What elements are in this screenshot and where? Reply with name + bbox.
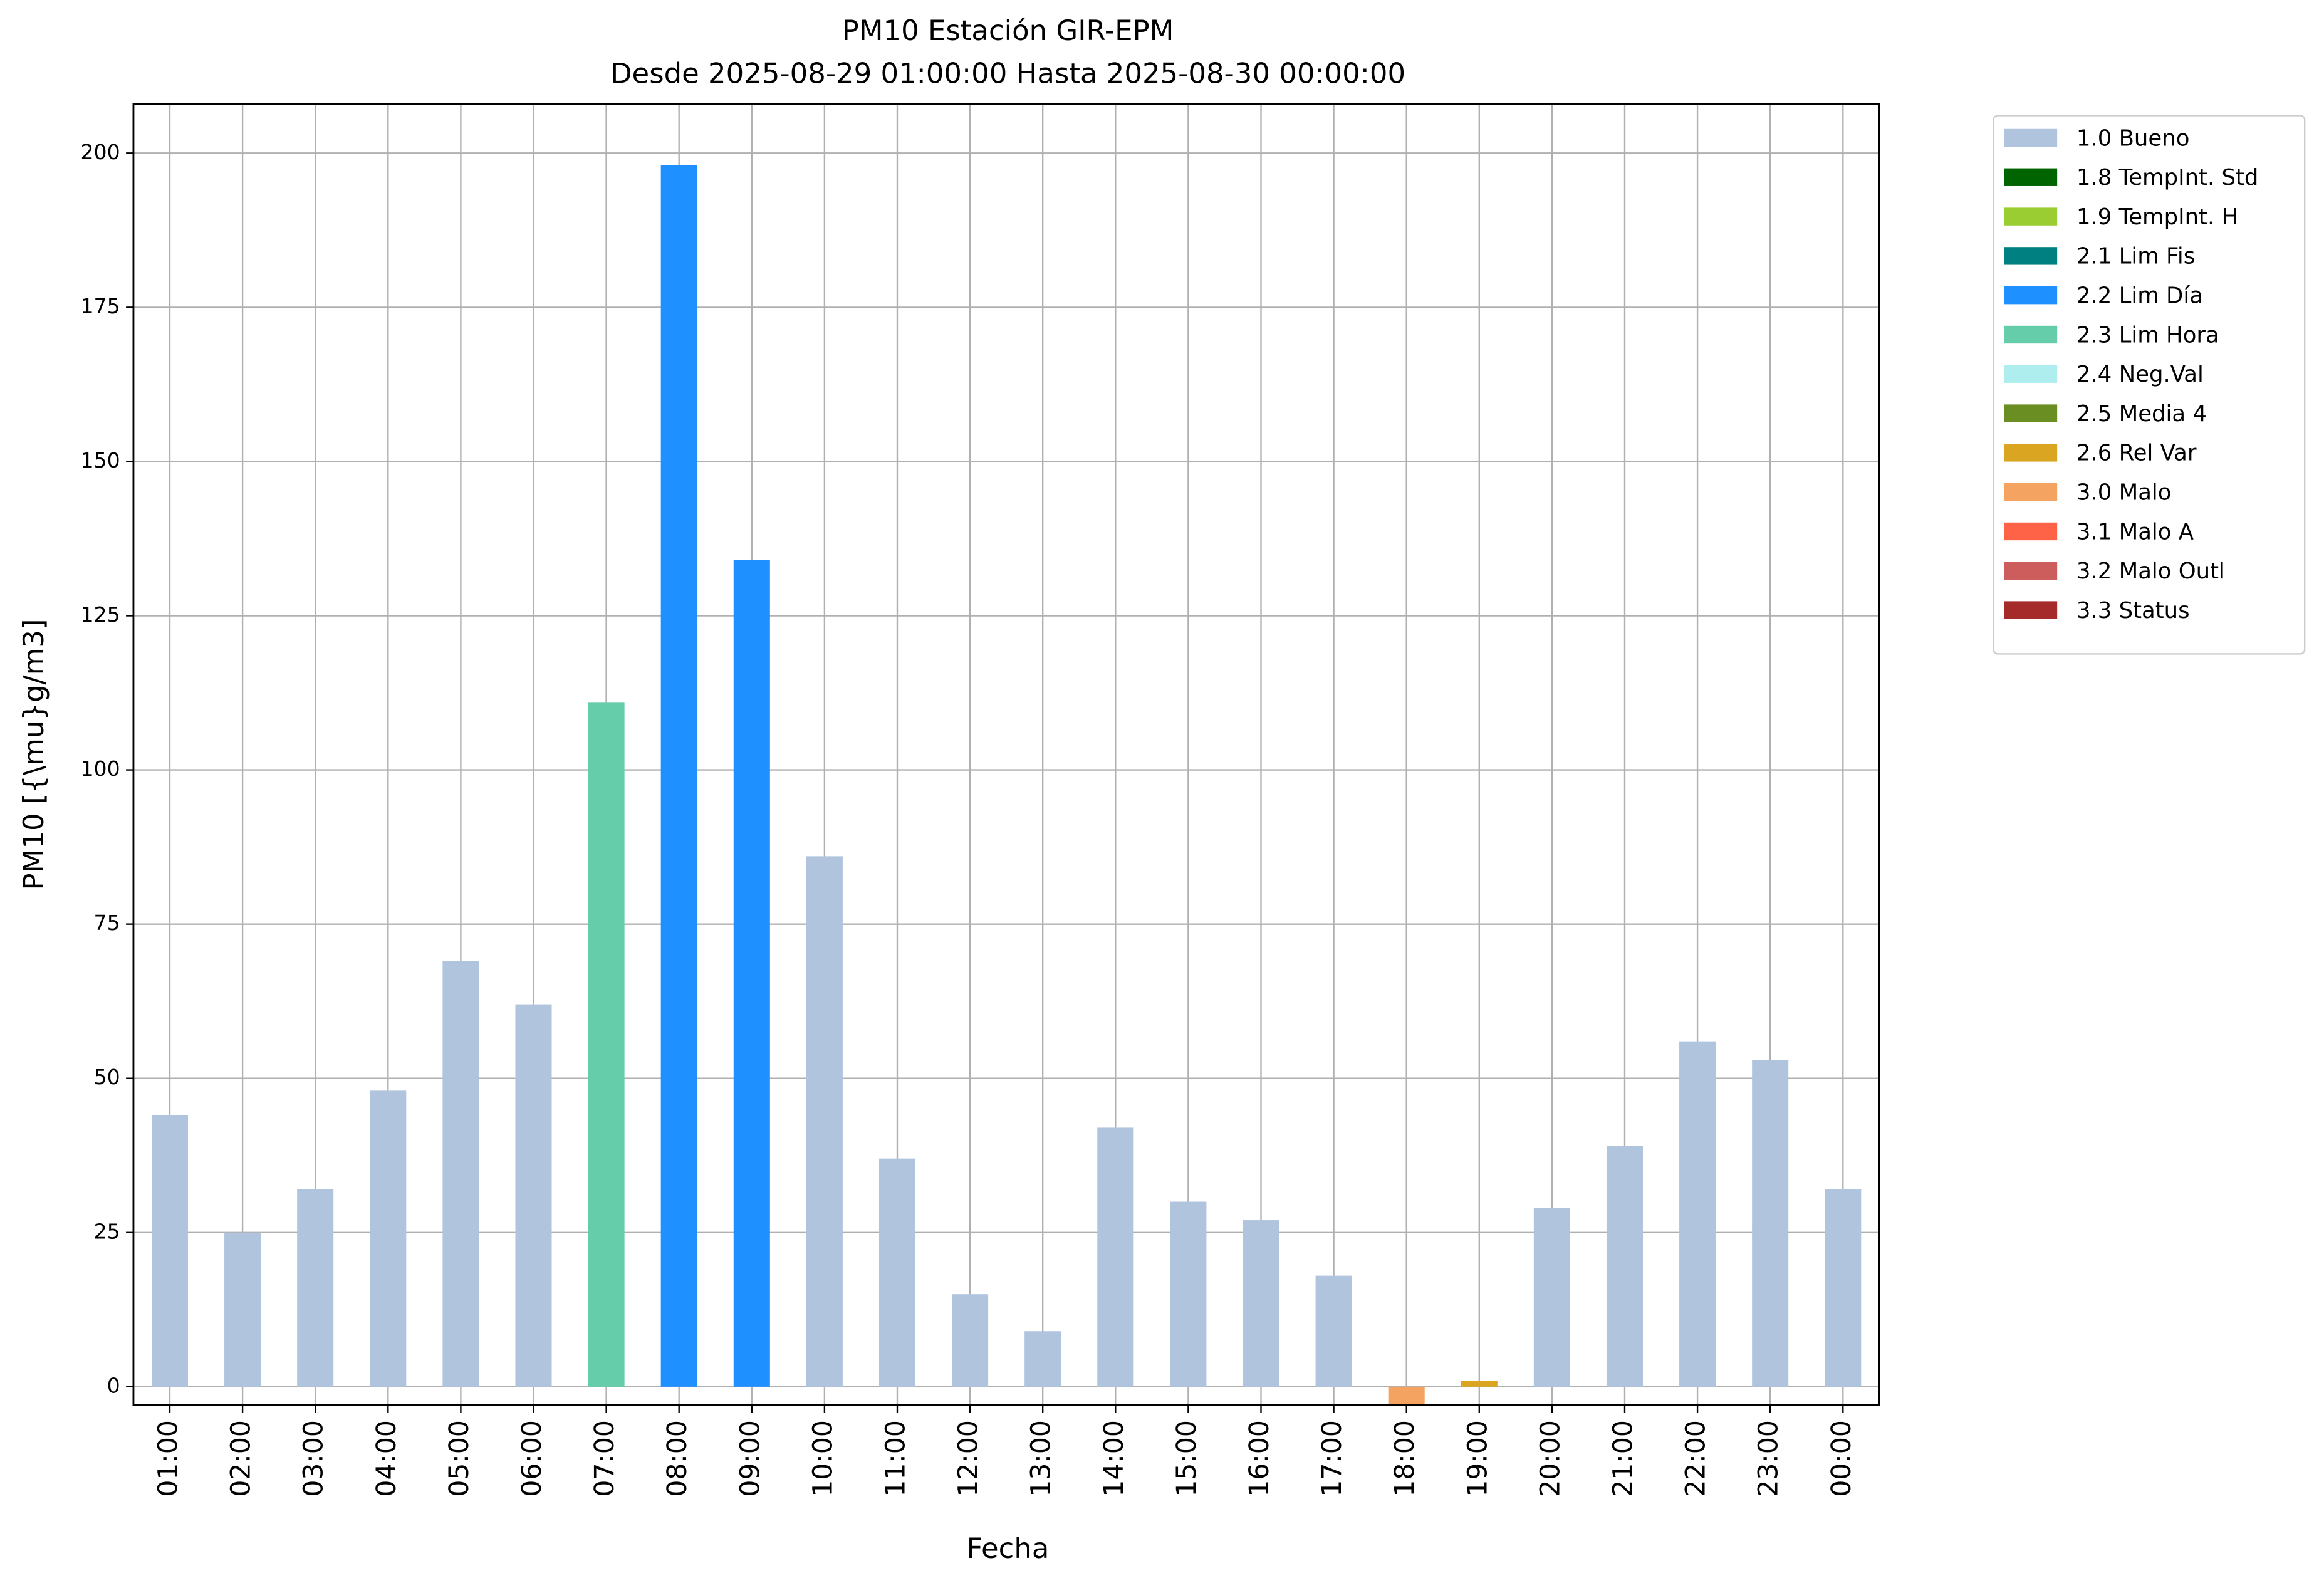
legend-label: 2.4 Neg.Val bbox=[2076, 362, 2204, 387]
y-tick-label: 150 bbox=[80, 448, 120, 473]
legend-label: 2.2 Lim Día bbox=[2076, 283, 2203, 309]
legend-swatch bbox=[2004, 444, 2058, 462]
axes: 0 25 50 75 100 125 150 175 200 01:00 02:00 03:00 04:… bbox=[80, 103, 1880, 1497]
legend-swatch bbox=[2004, 404, 2058, 422]
x-tick-label: 12:00 bbox=[953, 1420, 984, 1497]
bar bbox=[1752, 1060, 1789, 1387]
bar bbox=[1533, 1208, 1570, 1387]
bar bbox=[1097, 1127, 1134, 1387]
legend-swatch bbox=[2004, 522, 2058, 541]
x-tick-label: 06:00 bbox=[516, 1420, 548, 1497]
x-tick-label: 13:00 bbox=[1026, 1420, 1057, 1497]
x-tick-label: 09:00 bbox=[734, 1420, 766, 1497]
y-axis-label: PM10 [{\mu}g/m3] bbox=[17, 619, 50, 890]
x-tick-label: 08:00 bbox=[662, 1420, 693, 1497]
legend-label: 1.9 TempInt. H bbox=[2076, 204, 2238, 230]
x-tick-label: 03:00 bbox=[298, 1420, 330, 1497]
x-tick-label: 23:00 bbox=[1753, 1420, 1785, 1497]
x-tick-label: 00:00 bbox=[1826, 1420, 1857, 1497]
legend-swatch bbox=[2004, 325, 2058, 344]
chart-title: PM10 Estación GIR-EPM bbox=[842, 14, 1174, 47]
legend-swatch bbox=[2004, 168, 2058, 186]
y-tick-label: 125 bbox=[80, 602, 120, 627]
chart-subtitle: Desde 2025-08-29 01:00:00 Hasta 2025-08-… bbox=[610, 57, 1405, 90]
legend-label: 2.6 Rel Var bbox=[2076, 441, 2197, 466]
y-tick-label: 0 bbox=[107, 1373, 120, 1397]
x-tick-label: 02:00 bbox=[226, 1420, 257, 1497]
x-tick-label: 07:00 bbox=[589, 1420, 620, 1497]
bar bbox=[588, 702, 625, 1387]
legend-label: 2.3 Lim Hora bbox=[2076, 322, 2219, 348]
bar bbox=[1388, 1386, 1425, 1406]
bar bbox=[1825, 1189, 1862, 1387]
bar bbox=[660, 165, 697, 1387]
legend-swatch bbox=[2004, 562, 2058, 580]
x-axis-label: Fecha bbox=[967, 1532, 1050, 1565]
legend-swatch bbox=[2004, 286, 2058, 305]
legend: 1.0 Bueno 1.8 TempInt. Std 1.9 TempInt. H 2… bbox=[1993, 115, 2306, 655]
x-tick-label: 18:00 bbox=[1389, 1420, 1420, 1497]
legend-swatch bbox=[2004, 207, 2058, 226]
y-tick-label: 25 bbox=[94, 1219, 120, 1243]
bar bbox=[224, 1232, 261, 1387]
x-tick-label: 05:00 bbox=[444, 1420, 475, 1497]
legend-swatch bbox=[2004, 483, 2058, 501]
legend-label: 3.3 Status bbox=[2076, 598, 2190, 624]
x-tick-label: 14:00 bbox=[1098, 1420, 1130, 1497]
bar bbox=[952, 1294, 989, 1387]
x-tick-label: 15:00 bbox=[1171, 1420, 1202, 1497]
x-tick-label: 10:00 bbox=[807, 1420, 838, 1497]
legend-swatch bbox=[2004, 601, 2058, 619]
x-tick-label: 19:00 bbox=[1462, 1420, 1493, 1497]
legend-label: 1.0 Bueno bbox=[2076, 125, 2190, 151]
legend-swatch bbox=[2004, 128, 2058, 147]
legend-label: 3.0 Malo bbox=[2076, 480, 2172, 506]
bar bbox=[1170, 1201, 1207, 1387]
x-tick-label: 22:00 bbox=[1680, 1420, 1712, 1497]
bar bbox=[515, 1004, 552, 1387]
bar bbox=[1606, 1146, 1644, 1387]
y-tick-label: 200 bbox=[80, 140, 120, 164]
x-tick-label: 04:00 bbox=[371, 1420, 402, 1497]
x-tick-label: 16:00 bbox=[1244, 1420, 1275, 1497]
legend-label: 2.5 Media 4 bbox=[2076, 401, 2207, 427]
legend-label: 2.1 Lim Fis bbox=[2076, 244, 2195, 269]
bar bbox=[1679, 1041, 1716, 1387]
legend-label: 1.8 TempInt. Std bbox=[2076, 165, 2259, 191]
x-tick-label: 17:00 bbox=[1316, 1420, 1348, 1497]
x-tick-label: 01:00 bbox=[152, 1420, 184, 1497]
legend-swatch bbox=[2004, 365, 2058, 383]
bar bbox=[1315, 1275, 1352, 1387]
legend-label: 3.2 Malo Outl bbox=[2076, 558, 2225, 584]
bar bbox=[806, 856, 843, 1387]
plot-frame bbox=[132, 103, 1880, 1406]
bars bbox=[151, 165, 1862, 1406]
legend-box bbox=[1993, 115, 2306, 655]
bar bbox=[151, 1115, 189, 1387]
y-tick-label: 100 bbox=[80, 756, 120, 781]
bar bbox=[297, 1189, 334, 1387]
x-tick-label: 20:00 bbox=[1535, 1420, 1566, 1497]
bar bbox=[878, 1158, 916, 1387]
bar bbox=[1243, 1220, 1279, 1387]
bar bbox=[733, 560, 770, 1387]
bar bbox=[442, 961, 479, 1387]
x-tick-label: 21:00 bbox=[1607, 1420, 1639, 1497]
bar bbox=[370, 1090, 407, 1387]
bar bbox=[1461, 1380, 1498, 1387]
bar bbox=[1024, 1331, 1061, 1387]
y-tick-label: 175 bbox=[80, 294, 120, 318]
y-tick-label: 75 bbox=[94, 911, 120, 935]
legend-swatch bbox=[2004, 247, 2058, 265]
x-tick-label: 11:00 bbox=[880, 1420, 911, 1497]
legend-label: 3.1 Malo A bbox=[2076, 519, 2194, 545]
y-tick-label: 50 bbox=[94, 1065, 120, 1089]
